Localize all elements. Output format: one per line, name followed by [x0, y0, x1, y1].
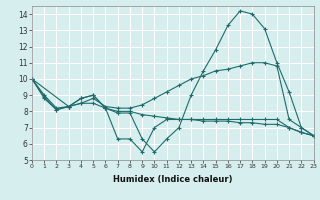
- X-axis label: Humidex (Indice chaleur): Humidex (Indice chaleur): [113, 175, 233, 184]
